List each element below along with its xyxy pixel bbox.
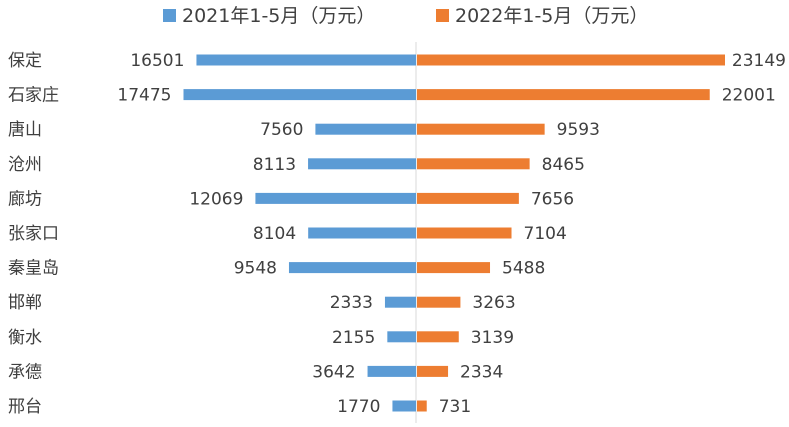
value-label-2021: 7560: [260, 120, 303, 140]
bar-2022: [417, 227, 512, 239]
category-label: 邢台: [8, 397, 42, 417]
value-label-2022: 5488: [502, 259, 545, 279]
bar-2022: [417, 365, 449, 377]
value-label-2022: 7656: [531, 189, 574, 209]
bar-2021: [367, 365, 416, 377]
value-label-2021: 2333: [330, 293, 373, 313]
value-label-2021: 2155: [332, 328, 375, 348]
value-label-2021: 17475: [117, 86, 171, 106]
bar-2021: [387, 331, 416, 343]
value-label-2021: 3642: [312, 362, 355, 382]
bar-2021: [308, 227, 416, 239]
bar-2022: [417, 192, 519, 204]
bar-2021: [196, 54, 416, 66]
value-label-2022: 3263: [472, 293, 515, 313]
value-label-2021: 16501: [130, 51, 184, 71]
legend-swatch-2022: [436, 9, 449, 22]
value-label-2022: 23149: [732, 51, 786, 71]
legend-swatch-2021: [163, 9, 176, 22]
bar-2021: [183, 89, 416, 101]
category-label: 邯郸: [8, 293, 42, 313]
category-label: 保定: [8, 51, 42, 71]
bar-2022: [417, 123, 545, 135]
bar-2022: [417, 331, 459, 343]
bar-2022: [417, 296, 461, 308]
bar-2021: [384, 296, 416, 308]
bar-2022: [417, 54, 725, 66]
value-label-2022: 3139: [471, 328, 514, 348]
chart-legend: 2021年1-5月（万元） 2022年1-5月（万元）: [163, 5, 648, 27]
value-label-2022: 2334: [460, 362, 503, 382]
category-label: 沧州: [8, 155, 42, 175]
bar-2021: [288, 262, 416, 274]
category-label: 承德: [8, 362, 42, 382]
legend-label-2022: 2022年1-5月（万元）: [455, 5, 648, 27]
bar-2021: [315, 123, 416, 135]
category-label: 衡水: [8, 328, 42, 348]
value-label-2021: 9548: [234, 259, 277, 279]
category-label: 廊坊: [8, 189, 42, 209]
bar-2022: [417, 262, 491, 274]
value-label-2022: 731: [439, 397, 471, 417]
bar-2022: [417, 400, 427, 412]
category-label: 秦皇岛: [8, 259, 59, 279]
value-label-2022: 7104: [524, 224, 567, 244]
bar-2021: [255, 192, 416, 204]
category-label: 石家庄: [8, 86, 59, 106]
chart-bars: [183, 54, 725, 412]
legend-label-2021: 2021年1-5月（万元）: [182, 5, 375, 27]
value-label-2022: 8465: [542, 155, 585, 175]
bar-2021: [308, 158, 416, 170]
value-label-2021: 12069: [189, 189, 243, 209]
bar-2021: [392, 400, 416, 412]
value-label-2021: 8113: [253, 155, 296, 175]
value-labels: 16501 23149 17475 22001 7560 9593 8113 8465 1206…: [117, 51, 786, 417]
value-label-2021: 8104: [253, 224, 296, 244]
value-label-2022: 22001: [722, 86, 776, 106]
value-label-2022: 9593: [557, 120, 600, 140]
category-label: 唐山: [8, 119, 42, 140]
bar-2022: [417, 158, 530, 170]
bar-2022: [417, 89, 710, 101]
value-label-2021: 1770: [337, 397, 380, 417]
category-label: 张家口: [8, 224, 59, 244]
